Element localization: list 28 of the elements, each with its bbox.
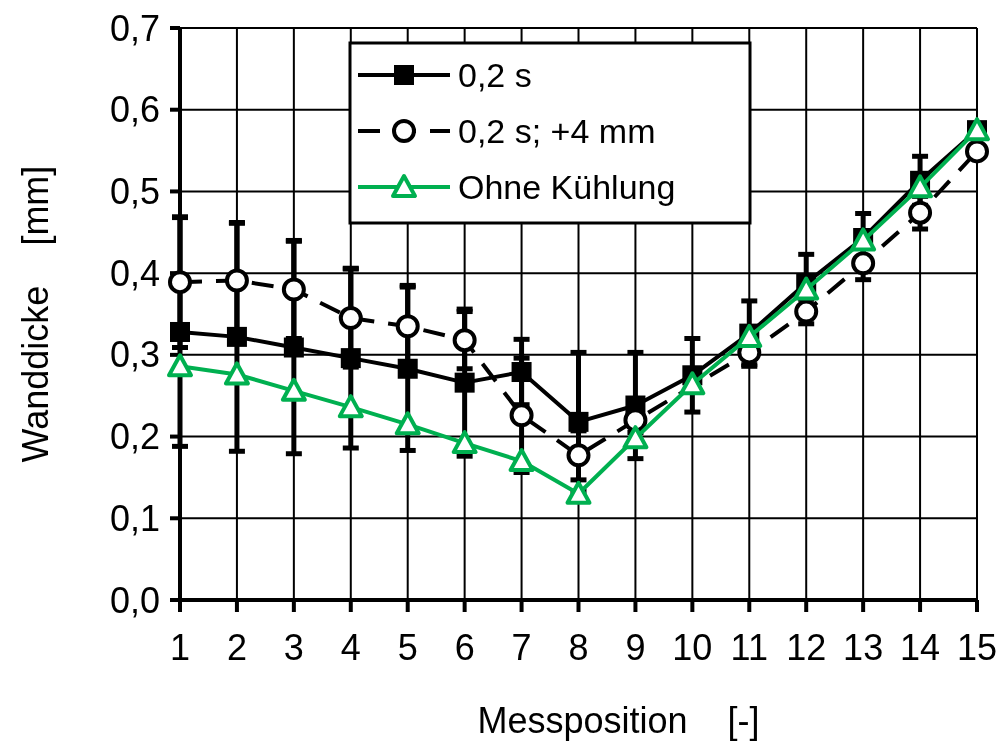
x-tick-label: 3 [283, 627, 304, 668]
x-tick-label: 6 [454, 627, 475, 668]
x-tick-label: 9 [625, 627, 646, 668]
x-tick-label: 1 [169, 627, 191, 668]
x-tick-label: 10 [672, 627, 713, 668]
x-tick-label: 5 [397, 627, 418, 668]
x-tick-label: 7 [511, 627, 532, 668]
legend-label: 0,2 s; +4 mm [458, 111, 656, 150]
legend-label: 0,2 s [458, 55, 532, 94]
y-tick-label: 0,1 [109, 497, 160, 539]
y-tick-label: 0,6 [109, 89, 160, 131]
x-tick-label: 4 [340, 627, 361, 668]
x-tick-label: 15 [956, 627, 998, 668]
y-tick-label: 0,4 [109, 252, 160, 294]
y-tick-label: 0,3 [109, 334, 160, 376]
y-tick-label: 0,2 [109, 416, 160, 458]
x-tick-label: 12 [786, 627, 827, 668]
y-tick-label: 0,5 [109, 171, 160, 213]
y-tick-label: 0,0 [109, 579, 160, 621]
x-tick-label: 14 [900, 627, 941, 668]
x-tick-label: 2 [226, 627, 247, 668]
x-tick-label: 13 [843, 627, 884, 668]
y-axis-title: Wanddicke [mm] [15, 165, 56, 463]
y-tick-label: 0,7 [109, 7, 160, 49]
legend-label: Ohne Kühlung [458, 167, 676, 206]
x-tick-label: 8 [568, 627, 589, 668]
x-tick-label: 11 [730, 627, 768, 668]
x-axis-title: Messposition [-] [477, 700, 760, 741]
